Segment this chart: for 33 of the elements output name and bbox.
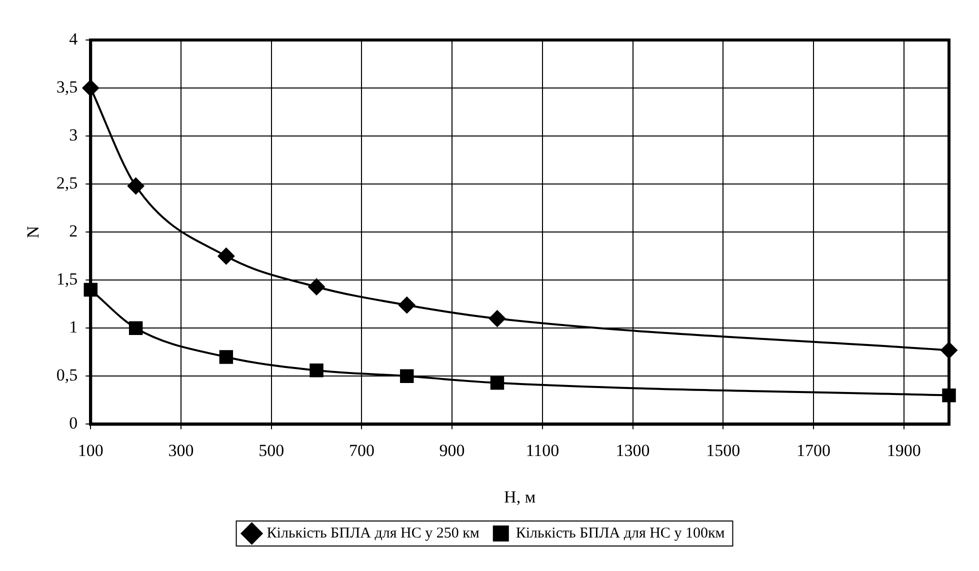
y-tick-label: 4 — [69, 29, 78, 48]
y-tick-label: 2,5 — [56, 174, 78, 193]
point — [308, 278, 326, 296]
y-tick-label: 3,5 — [56, 77, 78, 96]
point — [488, 310, 506, 328]
point — [127, 177, 144, 194]
x-tick-label: 500 — [258, 440, 284, 460]
y-tick-label: 3 — [69, 126, 78, 145]
legend-label: Кількість БПЛА для НС у 250 км — [266, 525, 480, 542]
x-tick-label: 1100 — [526, 440, 560, 460]
x-tick-label: 900 — [439, 440, 465, 460]
x-tick-label: 100 — [78, 440, 104, 460]
point — [310, 364, 324, 378]
x-axis-title: H, м — [504, 487, 536, 506]
x-tick-label: 1900 — [886, 440, 921, 460]
point — [398, 296, 416, 314]
x-tick-label: 700 — [348, 440, 374, 460]
y-axis-title: N — [24, 226, 43, 238]
y-tick-label: 2 — [69, 222, 78, 241]
y-tick-label: 1,5 — [56, 270, 78, 289]
y-tick-label: 0,5 — [56, 366, 78, 385]
x-tick-label: 1300 — [616, 440, 650, 460]
y-tick-label: 1 — [69, 318, 78, 337]
x-tick-label: 300 — [168, 440, 194, 460]
y-tick-label: 0 — [69, 414, 78, 433]
point — [218, 248, 235, 265]
x-tick-label: 1700 — [796, 440, 830, 460]
legend-label: Кількість БПЛА для НС у 100км — [516, 525, 726, 542]
point — [490, 376, 504, 390]
point — [400, 369, 414, 384]
x-tick-label: 1500 — [706, 440, 740, 460]
point — [219, 350, 234, 364]
point — [128, 321, 143, 336]
